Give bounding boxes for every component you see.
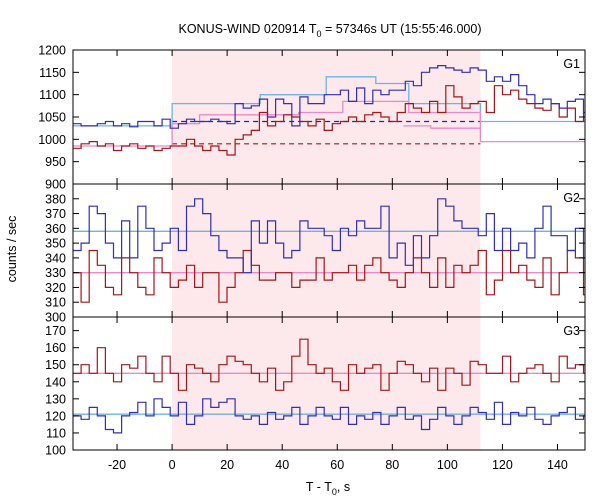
x-tick-label: 80 (385, 458, 399, 472)
y-tick-label: 1150 (39, 66, 66, 80)
panel-g3: 100 110 120 130 140 150 160 170 G3 (45, 316, 586, 458)
y-tick-label: 100 (45, 444, 66, 458)
y-tick-label: 150 (45, 358, 66, 372)
y-tick-label: 1000 (38, 133, 66, 147)
panel-frame (72, 316, 586, 451)
y-tick-label: 320 (45, 281, 66, 295)
red-series-line (73, 338, 585, 391)
y-tick-label: 340 (45, 251, 66, 265)
x-tick-label: 140 (547, 458, 568, 472)
y-tick-label: 1100 (39, 88, 66, 102)
y-tick-label: 110 (46, 426, 66, 440)
x-tick-label: 100 (437, 458, 458, 472)
blue-series-line (73, 198, 585, 274)
panel-label: G2 (563, 191, 580, 205)
x-tick-label: 0 (169, 458, 176, 472)
y-tick-label: 170 (45, 324, 66, 338)
y-tick-label: 360 (45, 222, 66, 236)
y-tick-label: 950 (45, 155, 66, 169)
blue-fit-line (73, 76, 585, 127)
y-tick-label: 310 (45, 296, 66, 310)
x-axis-ticks: -20 0 20 40 60 80 100 120 140 (108, 458, 568, 472)
red-series-line (73, 249, 585, 303)
plot-area (73, 65, 585, 156)
y-tick-label: 160 (45, 341, 66, 355)
y-axis-label: counts / sec (5, 216, 19, 283)
y-tick-label: 300 (45, 311, 66, 325)
x-tick-label: 120 (492, 458, 513, 472)
panels: 900 950 1000 1050 1100 1150 1200 G1 300310320330… (38, 44, 586, 458)
shaded-interval (172, 50, 481, 184)
chart-title: KONUS-WIND 020914 T0 = 57346s UT (15:55:… (179, 22, 482, 39)
y-tick-label: 380 (45, 192, 66, 206)
y-tick-label: 130 (45, 392, 66, 406)
y-tick-label: 900 (45, 178, 66, 192)
x-tick-label: 40 (275, 458, 289, 472)
x-tick-label: 20 (220, 458, 234, 472)
y-tick-label: 1200 (38, 44, 66, 58)
y-tick-label: 120 (45, 409, 66, 423)
red-fit-line (73, 100, 585, 147)
y-tick-label: 370 (45, 207, 66, 221)
blue-series-line (73, 398, 585, 434)
panel-label: G3 (563, 324, 580, 338)
plot-area (73, 338, 585, 434)
panel-label: G1 (563, 57, 580, 71)
shaded-interval (172, 317, 481, 450)
x-tick-label: -20 (108, 458, 126, 472)
plot-area (73, 198, 585, 303)
y-tick-label: 350 (45, 237, 66, 251)
y-tick-label: 330 (45, 266, 66, 280)
red-fit-line-segment (403, 125, 481, 129)
x-axis-label: T - T0, s (306, 480, 350, 497)
y-tick-label: 1050 (38, 111, 66, 125)
panel-g1: 900 950 1000 1050 1100 1150 1200 G1 (38, 44, 586, 192)
blue-series-line (73, 65, 585, 129)
x-tick-label: 60 (330, 458, 344, 472)
y-tick-label: 140 (45, 375, 66, 389)
red-series-line (73, 85, 585, 156)
